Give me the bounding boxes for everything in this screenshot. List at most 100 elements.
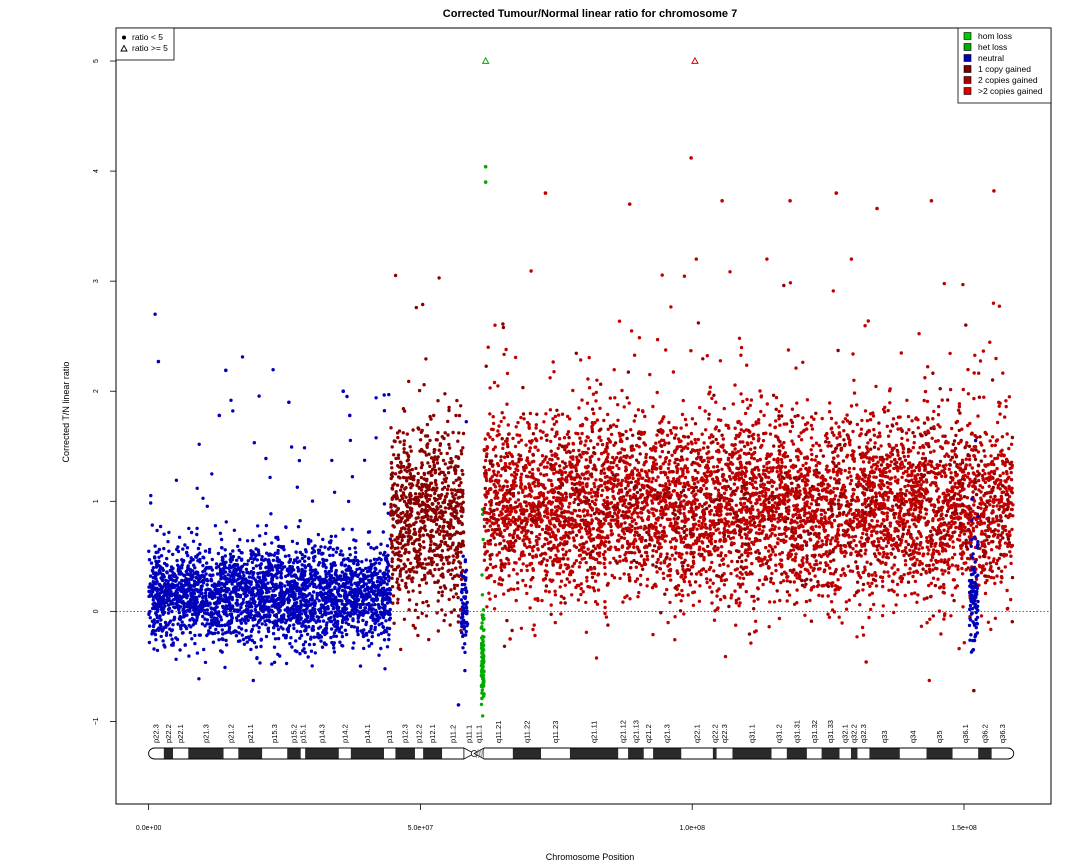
- data-point: [378, 589, 383, 593]
- data-point: [237, 555, 241, 560]
- data-point: [390, 572, 395, 576]
- data-point: [189, 556, 193, 560]
- data-point: [194, 598, 198, 602]
- data-point: [853, 534, 858, 539]
- data-point: [270, 662, 274, 666]
- data-point: [408, 561, 413, 565]
- data-point: [390, 559, 394, 564]
- data-point: [250, 638, 254, 643]
- data-point: [396, 597, 400, 601]
- data-point: [967, 457, 972, 462]
- data-point: [407, 550, 411, 555]
- data-point: [433, 455, 437, 459]
- data-point: [629, 329, 634, 333]
- data-point: [381, 530, 385, 534]
- data-point: [289, 445, 294, 449]
- data-point: [747, 434, 751, 439]
- data-point: [399, 647, 403, 652]
- data-point: [448, 446, 452, 450]
- data-point: [479, 664, 484, 668]
- data-point: [402, 442, 406, 447]
- data-point: [356, 620, 360, 624]
- data-point: [968, 463, 972, 467]
- data-point: [283, 584, 287, 588]
- data-point: [773, 545, 777, 549]
- data-point: [331, 553, 335, 557]
- data-point: [427, 484, 431, 489]
- data-point: [658, 523, 663, 527]
- data-point: [390, 445, 394, 449]
- data-point: [240, 564, 244, 569]
- data-point: [382, 638, 387, 642]
- data-point: [343, 564, 347, 568]
- data-point: [297, 592, 302, 596]
- data-point: [287, 554, 291, 558]
- data-point: [519, 568, 524, 573]
- data-point: [224, 560, 228, 564]
- data-point: [151, 598, 155, 602]
- data-point: [226, 587, 231, 591]
- data-point: [417, 485, 421, 489]
- data-point: [263, 595, 267, 599]
- data-point: [426, 604, 430, 608]
- data-point: [456, 496, 460, 500]
- data-point: [369, 564, 374, 568]
- data-point: [256, 575, 260, 579]
- data-point: [582, 514, 587, 518]
- data-point: [285, 580, 289, 584]
- data-point: [417, 537, 421, 542]
- data-point: [231, 630, 236, 634]
- data-point: [356, 559, 360, 564]
- data-point: [259, 615, 263, 619]
- data-point: [655, 560, 659, 565]
- data-point: [461, 541, 465, 545]
- data-point: [302, 446, 307, 450]
- data-point: [292, 626, 296, 631]
- data-point: [244, 584, 249, 588]
- data-point: [367, 590, 371, 595]
- data-point: [393, 538, 397, 542]
- data-point: [673, 557, 677, 561]
- data-point: [400, 485, 404, 489]
- data-point: [346, 622, 351, 627]
- data-point: [464, 606, 469, 610]
- data-point: [421, 302, 425, 307]
- data-point: [345, 394, 349, 399]
- data-point: [384, 619, 388, 623]
- data-point: [223, 570, 228, 574]
- data-point: [188, 630, 192, 635]
- data-point: [417, 492, 422, 496]
- data-point: [751, 485, 756, 490]
- data-point: [292, 574, 296, 578]
- data-point: [374, 567, 378, 571]
- data-point: [497, 424, 501, 428]
- data-point: [416, 633, 420, 638]
- data-point: [633, 533, 637, 537]
- data-point: [200, 601, 204, 605]
- data-point: [462, 609, 466, 613]
- data-point: [303, 640, 308, 644]
- data-point: [382, 502, 387, 506]
- data-point: [234, 634, 239, 638]
- data-point: [205, 561, 209, 565]
- data-point: [906, 483, 910, 488]
- data-point: [550, 500, 555, 504]
- data-point: [364, 631, 369, 636]
- data-point: [449, 572, 453, 577]
- data-point: [328, 553, 332, 558]
- data-point: [589, 567, 593, 571]
- data-point: [302, 619, 307, 624]
- data-point: [398, 476, 402, 480]
- data-point: [227, 630, 232, 634]
- data-point: [388, 607, 392, 612]
- data-point: [273, 637, 278, 641]
- data-point: [785, 579, 789, 583]
- data-point: [406, 576, 410, 580]
- data-point: [192, 563, 196, 567]
- data-point: [364, 566, 368, 571]
- data-point: [180, 563, 184, 567]
- data-point: [428, 543, 433, 547]
- data-point: [420, 566, 425, 570]
- data-point: [450, 512, 454, 516]
- data-point: [586, 377, 590, 381]
